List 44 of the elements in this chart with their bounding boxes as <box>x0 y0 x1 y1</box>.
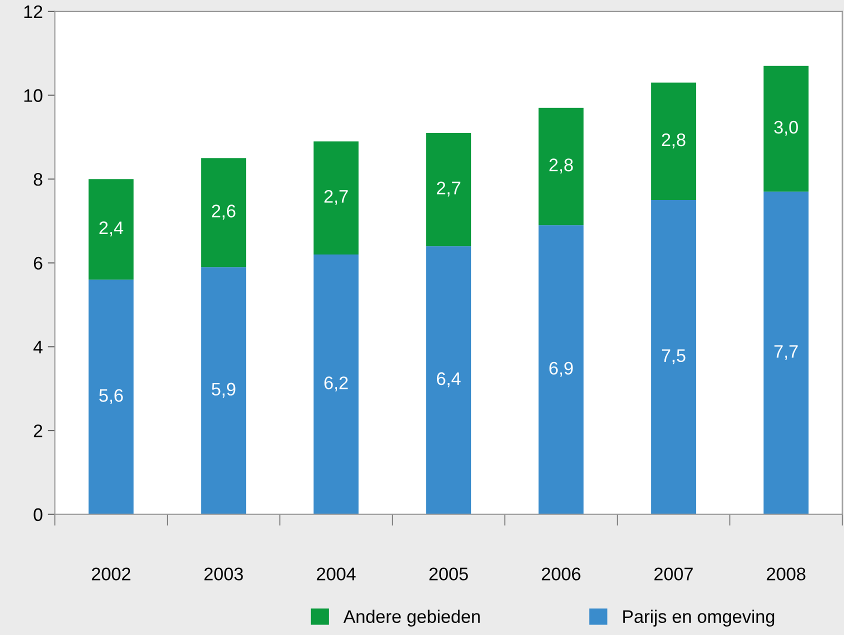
data-label: 6,2 <box>324 376 348 392</box>
bar <box>764 66 809 192</box>
data-label: 7,5 <box>662 349 686 364</box>
bar <box>314 254 359 514</box>
bar <box>201 267 246 514</box>
bar <box>426 132 472 246</box>
data-label: 6,4 <box>436 372 461 388</box>
x-tick-label: 2006 <box>542 568 580 580</box>
bar <box>764 192 809 514</box>
data-label: 6,9 <box>549 362 573 377</box>
bar <box>88 280 134 514</box>
data-label: 2,8 <box>549 158 573 174</box>
y-tick-label: 10 <box>24 89 42 102</box>
data-label: 2,4 <box>99 221 124 236</box>
y-tick-label: 2 <box>34 424 42 438</box>
data-label: 5,9 <box>212 382 236 398</box>
y-tick-label: 6 <box>34 256 42 270</box>
x-tick-label: 2005 <box>429 568 468 580</box>
bar <box>651 82 696 200</box>
x-tick-label: 2003 <box>204 568 243 580</box>
data-label: 3,0 <box>774 120 798 136</box>
bar <box>651 200 696 514</box>
data-label: 2,7 <box>324 190 348 205</box>
legend-label: Andere gebieden <box>343 610 480 627</box>
data-label: 2,8 <box>662 133 686 148</box>
bar <box>538 225 584 514</box>
y-tick-label: 8 <box>34 173 42 186</box>
data-label: 2,6 <box>212 204 236 220</box>
data-label: 2,7 <box>436 182 460 197</box>
x-tick-label: 2004 <box>316 568 356 580</box>
data-label: 5,6 <box>99 389 123 404</box>
x-tick-label: 2002 <box>92 568 130 580</box>
legend-label: Parijs en omgeving <box>623 610 774 627</box>
bar <box>538 108 584 226</box>
bar <box>426 246 472 514</box>
x-tick-label: 2007 <box>654 568 693 580</box>
bar <box>201 158 246 268</box>
y-tick-label: 0 <box>34 508 42 522</box>
y-tick-label: 12 <box>24 5 42 18</box>
data-label: 7,7 <box>774 345 798 360</box>
bar <box>314 141 359 255</box>
y-tick-label: 4 <box>33 340 43 354</box>
bar <box>88 179 134 280</box>
x-tick-label: 2008 <box>766 568 806 580</box>
